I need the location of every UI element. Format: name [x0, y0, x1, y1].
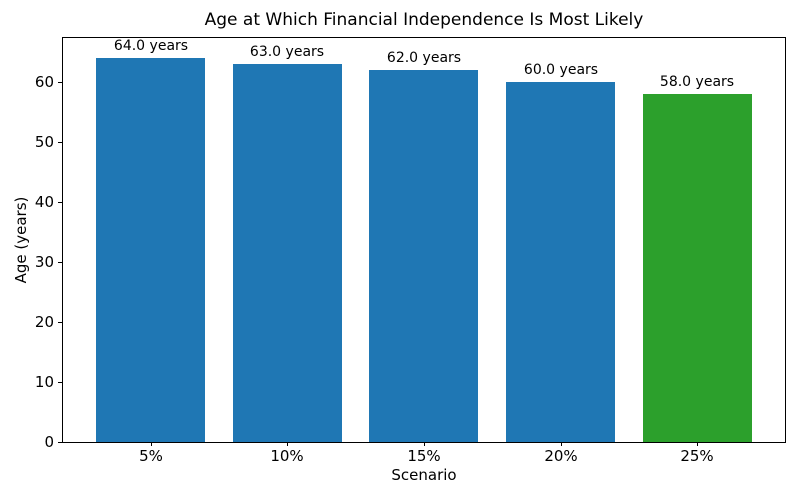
y-tick-label: 0 — [44, 433, 54, 451]
y-tick-label: 40 — [34, 193, 54, 211]
x-tick-label: 15% — [407, 447, 441, 465]
bar-value-label: 60.0 years — [523, 62, 599, 78]
bar-value-label: 64.0 years — [113, 38, 189, 54]
bar-value-label: 58.0 years — [659, 74, 735, 90]
x-tick-label: 10% — [270, 447, 304, 465]
x-tick-mark — [287, 442, 288, 446]
y-tick-mark — [58, 142, 63, 143]
bar-value-label: 63.0 years — [249, 44, 325, 60]
x-tick-label: 20% — [544, 447, 578, 465]
bar-15% — [369, 70, 478, 442]
bar-25% — [643, 94, 752, 442]
y-tick-mark — [58, 82, 63, 83]
plot-area: 64.0 years 63.0 years 62.0 years 60.0 years… — [62, 37, 786, 443]
y-tick-label: 60 — [34, 73, 54, 91]
y-tick-label: 10 — [34, 373, 54, 391]
chart-title: Age at Which Financial Independence Is M… — [204, 10, 644, 30]
bar-10% — [233, 64, 342, 442]
x-tick-mark — [424, 442, 425, 446]
x-tick-mark — [151, 442, 152, 446]
x-tick-mark — [561, 442, 562, 446]
y-tick-mark — [58, 322, 63, 323]
y-tick-mark — [58, 202, 63, 203]
y-tick-mark — [58, 442, 63, 443]
bar-value-label: 62.0 years — [386, 50, 462, 66]
x-axis-label: Scenario — [391, 466, 457, 484]
x-tick-label: 25% — [680, 447, 714, 465]
y-tick-label: 50 — [34, 133, 54, 151]
x-tick-label: 5% — [139, 447, 163, 465]
y-axis-label: Age (years) — [12, 196, 30, 284]
y-tick-mark — [58, 382, 63, 383]
y-tick-mark — [58, 262, 63, 263]
x-tick-mark — [697, 442, 698, 446]
y-tick-label: 20 — [34, 313, 54, 331]
bar-5% — [96, 58, 205, 442]
y-tick-label: 30 — [34, 253, 54, 271]
bar-20% — [506, 82, 615, 442]
